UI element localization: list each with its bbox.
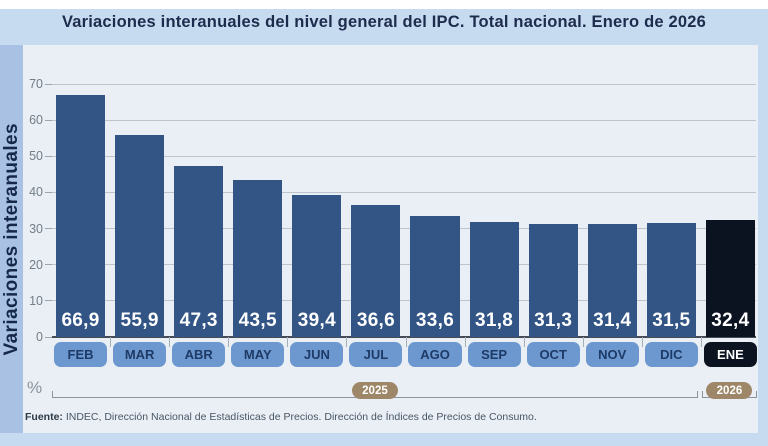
y-tick-mark bbox=[45, 119, 52, 121]
bar: 55,9 bbox=[115, 134, 165, 337]
y-tick-mark bbox=[45, 83, 52, 85]
grid-line bbox=[52, 83, 756, 85]
month-badge: JUL bbox=[349, 342, 403, 367]
grid-line bbox=[52, 119, 756, 121]
bar: 47,3 bbox=[174, 166, 224, 337]
bar: 32,4 bbox=[705, 219, 755, 337]
y-tick-label: 20 bbox=[29, 257, 43, 272]
bar: 31,4 bbox=[587, 223, 637, 337]
bar-value-label: 47,3 bbox=[179, 310, 218, 331]
grid-line bbox=[52, 264, 756, 266]
source-footer: Fuente: INDEC, Dirección Nacional de Est… bbox=[25, 411, 745, 423]
bar: 39,4 bbox=[292, 194, 342, 337]
category-tick bbox=[169, 337, 171, 347]
source-label: Fuente: bbox=[25, 411, 63, 423]
category-tick bbox=[228, 337, 230, 347]
bar-value-label: 43,5 bbox=[238, 310, 277, 331]
month-badge: FEB bbox=[54, 342, 108, 367]
category-tick bbox=[287, 337, 289, 347]
bar: 36,6 bbox=[351, 204, 401, 337]
month-cell: OCT bbox=[526, 342, 580, 367]
month-badge: MAR bbox=[113, 342, 167, 367]
month-badge: NOV bbox=[585, 342, 639, 367]
month-cell: DIC bbox=[644, 342, 698, 367]
y-tick-mark bbox=[45, 228, 52, 230]
chart-panel: 0 10 20 30 40 50 60 70 66,9 55,9 47,3 43,5 39,4 36,6… bbox=[23, 45, 758, 433]
y-tick-label: 0 bbox=[36, 329, 43, 344]
category-tick bbox=[110, 337, 112, 347]
source-text: INDEC, Dirección Nacional de Estadística… bbox=[62, 411, 537, 423]
bar-value-label: 32,4 bbox=[711, 310, 750, 331]
bar: 43,5 bbox=[233, 179, 283, 337]
bar-value-label: 39,4 bbox=[297, 310, 336, 331]
month-badge: SEP bbox=[467, 342, 521, 367]
month-cell: MAR bbox=[113, 342, 167, 367]
bar-value-label: 31,5 bbox=[652, 310, 691, 331]
category-tick bbox=[523, 337, 525, 347]
month-cell: NOV bbox=[585, 342, 639, 367]
bars-area: 66,9 55,9 47,3 43,5 39,4 36,6 33,6 31,8 31,3 31,4… bbox=[56, 84, 755, 337]
month-cell: FEB bbox=[54, 342, 108, 367]
bar-value-label: 33,6 bbox=[415, 310, 455, 331]
month-badge: ABR bbox=[172, 342, 226, 367]
grid-line bbox=[52, 336, 756, 338]
month-badge: AGO bbox=[408, 342, 462, 367]
y-tick-label: 30 bbox=[29, 221, 43, 236]
y-tick-mark bbox=[45, 336, 52, 338]
year-badge: 2026 bbox=[706, 382, 753, 399]
bar: 33,6 bbox=[410, 215, 460, 337]
grid-line bbox=[52, 191, 756, 193]
y-axis-label: Variaciones interanuales bbox=[0, 122, 22, 356]
month-badge: DIC bbox=[644, 342, 698, 367]
bar-value-label: 31,4 bbox=[593, 310, 632, 331]
y-tick-label: 70 bbox=[29, 76, 43, 91]
y-tick-label: 10 bbox=[29, 293, 43, 308]
month-cell: ABR bbox=[172, 342, 226, 367]
month-badge: OCT bbox=[526, 342, 580, 367]
y-tick-mark bbox=[45, 155, 52, 157]
month-cell: JUN bbox=[290, 342, 344, 367]
month-cell: AGO bbox=[408, 342, 462, 367]
y-tick-mark bbox=[45, 300, 52, 302]
y-tick-label: 40 bbox=[29, 185, 43, 200]
bar-value-label: 31,8 bbox=[474, 310, 514, 331]
grid-line bbox=[52, 228, 756, 230]
category-tick bbox=[464, 337, 466, 347]
y-tick-label: 50 bbox=[29, 149, 43, 164]
bar-value-label: 55,9 bbox=[120, 310, 159, 331]
month-cell: SEP bbox=[467, 342, 521, 367]
month-cell: JUL bbox=[349, 342, 403, 367]
chart-title: Variaciones interanuales del nivel gener… bbox=[61, 13, 707, 31]
category-tick bbox=[641, 337, 643, 347]
month-axis: FEB MAR ABR MAY JUN JUL AGO SEP OCT NOV DIC ENE bbox=[54, 342, 757, 367]
y-tick-mark bbox=[45, 264, 52, 266]
month-badge: ENE bbox=[703, 342, 757, 367]
year-badge: 2025 bbox=[351, 382, 398, 399]
bar-value-label: 36,6 bbox=[356, 310, 396, 331]
y-tick-label: 60 bbox=[29, 112, 43, 127]
bar-value-label: 66,9 bbox=[61, 310, 100, 331]
bar: 31,5 bbox=[646, 223, 696, 337]
grid-line bbox=[52, 300, 756, 302]
grid-line bbox=[52, 155, 756, 157]
month-badge: JUN bbox=[290, 342, 344, 367]
bar: 31,3 bbox=[528, 223, 578, 337]
category-tick bbox=[582, 337, 584, 347]
unit-label: % bbox=[27, 378, 43, 397]
bar: 31,8 bbox=[469, 222, 519, 337]
category-tick bbox=[405, 337, 407, 347]
month-badge: MAY bbox=[231, 342, 285, 367]
bar-value-label: 31,3 bbox=[534, 310, 573, 331]
y-tick-mark bbox=[45, 191, 52, 193]
category-tick bbox=[346, 337, 348, 347]
bar: 66,9 bbox=[56, 95, 106, 337]
month-cell: MAY bbox=[231, 342, 285, 367]
y-axis-label-strip: Variaciones interanuales bbox=[0, 45, 23, 433]
month-cell: ENE bbox=[703, 342, 757, 367]
category-tick bbox=[700, 337, 702, 347]
